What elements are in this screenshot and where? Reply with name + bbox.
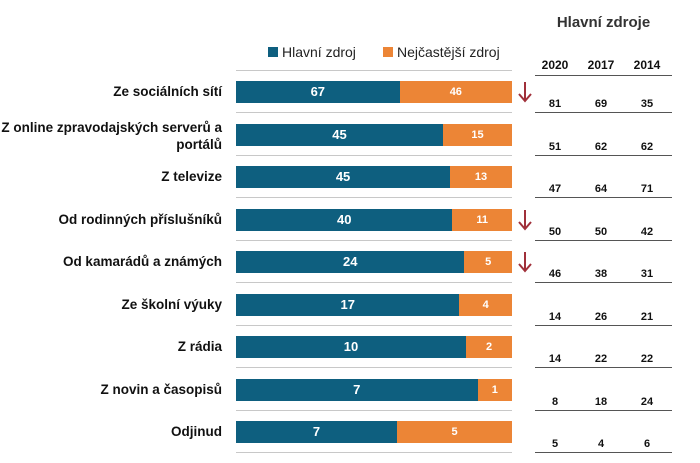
table-cell: 4 xyxy=(597,438,605,450)
separator xyxy=(236,324,512,326)
table-header-line xyxy=(535,75,672,76)
table-cell: 50 xyxy=(548,225,562,238)
table-cell: 50 xyxy=(594,225,608,238)
table-column-header: 2020 xyxy=(541,58,569,72)
table-cell: 64 xyxy=(594,183,608,195)
decline-arrow-icon xyxy=(518,251,532,273)
category-label: Ze školní výuky xyxy=(121,296,222,312)
bar-hlavni-zdroj: 67 xyxy=(236,81,400,103)
legend-item-nejcastejsi: Nejčastější zdroj xyxy=(383,44,500,60)
separator xyxy=(236,409,512,411)
bar-hlavni-zdroj: 7 xyxy=(236,421,397,443)
separator xyxy=(236,367,512,368)
table-row-line xyxy=(535,452,672,453)
bar-nejcastejsi-zdroj: 46 xyxy=(399,81,512,103)
bar-nejcastejsi-zdroj: 13 xyxy=(450,166,512,188)
table-cell: 14 xyxy=(548,310,562,323)
table-cell: 81 xyxy=(548,98,562,110)
bar-nejcastejsi-zdroj: 2 xyxy=(466,336,512,358)
bar-nejcastejsi-zdroj: 15 xyxy=(443,123,512,146)
category-label: Z novin a časopisů xyxy=(100,381,222,397)
bar-hlavni-zdroj: 24 xyxy=(236,251,465,273)
bar-nejcastejsi-zdroj: 1 xyxy=(477,378,512,401)
bar-hlavni-zdroj: 17 xyxy=(236,293,460,316)
table-row-line xyxy=(535,282,672,283)
category-label: Odjinud xyxy=(171,424,222,439)
table-cell: 42 xyxy=(640,225,654,238)
legend-label: Nejčastější zdroj xyxy=(397,44,500,60)
category-label: Od rodinných příslušníků xyxy=(58,211,222,227)
table-cell: 18 xyxy=(594,395,608,408)
table-cell: 24 xyxy=(640,395,654,408)
legend-label: Hlavní zdroj xyxy=(282,44,356,60)
bar-hlavni-zdroj: 45 xyxy=(236,166,451,188)
table-cell: 62 xyxy=(594,140,608,153)
separator xyxy=(236,282,512,283)
table-row-line xyxy=(535,112,672,113)
table-cell: 47 xyxy=(548,183,562,195)
table-cell: 5 xyxy=(551,438,559,450)
table-cell: 31 xyxy=(640,268,654,280)
table-cell: 51 xyxy=(548,140,562,153)
table-row-line xyxy=(535,367,672,368)
bar-hlavni-zdroj: 45 xyxy=(236,123,443,146)
decline-arrow-icon xyxy=(518,209,532,231)
separator xyxy=(236,154,512,156)
category-label: Z televize xyxy=(161,169,222,184)
table-cell: 22 xyxy=(594,353,608,365)
table-row-line xyxy=(535,409,672,411)
table-cell: 21 xyxy=(640,310,654,323)
bar-nejcastejsi-zdroj: 4 xyxy=(459,293,512,316)
table-cell: 22 xyxy=(640,353,654,365)
bar-hlavni-zdroj: 7 xyxy=(236,378,478,401)
legend-item-hlavni: Hlavní zdroj xyxy=(268,44,356,60)
table-cell: 69 xyxy=(594,98,608,110)
category-label: Ze sociálních sítí xyxy=(113,84,222,99)
table-cell: 6 xyxy=(643,438,651,450)
table-cell: 38 xyxy=(594,268,608,280)
bar-nejcastejsi-zdroj: 5 xyxy=(464,251,512,273)
bar-hlavni-zdroj: 10 xyxy=(236,336,466,358)
separator xyxy=(236,70,512,71)
separator xyxy=(236,452,512,453)
table-row-line xyxy=(535,239,672,241)
table-column-header: 2017 xyxy=(587,58,615,72)
category-label: Od kamarádů a známých xyxy=(62,254,222,269)
table-cell: 62 xyxy=(640,140,654,153)
category-label: Z online zpravodajských serverů a portál… xyxy=(1,119,222,152)
legend-swatch xyxy=(383,47,393,57)
separator xyxy=(236,239,512,241)
bar-nejcastejsi-zdroj: 5 xyxy=(397,421,512,443)
table-cell: 71 xyxy=(640,183,654,195)
bar-hlavni-zdroj: 40 xyxy=(236,208,453,231)
table-column-header: 2014 xyxy=(633,58,661,72)
table-cell: 35 xyxy=(640,98,654,110)
legend-swatch xyxy=(268,47,278,57)
table-cell: 8 xyxy=(551,395,559,408)
decline-arrow-icon xyxy=(518,81,532,103)
table-row-line xyxy=(535,324,672,326)
table-title: Hlavní zdroje xyxy=(556,14,651,31)
category-label: Z rádia xyxy=(177,339,222,354)
table-cell: 14 xyxy=(548,353,562,365)
separator xyxy=(236,197,512,198)
table-row-line xyxy=(535,197,672,198)
table-row-line xyxy=(535,154,672,156)
bar-nejcastejsi-zdroj: 11 xyxy=(452,208,512,231)
table-cell: 26 xyxy=(594,310,608,323)
table-cell: 46 xyxy=(548,268,562,280)
separator xyxy=(236,112,512,113)
